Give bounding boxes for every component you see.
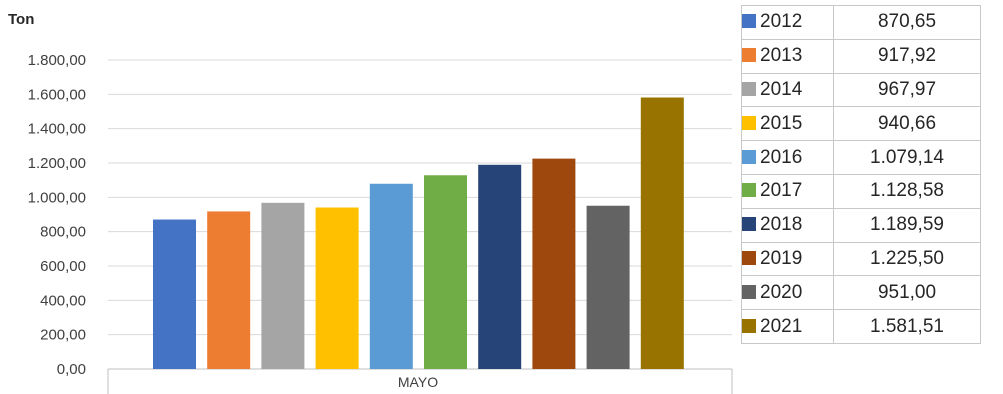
y-tick-label: 1.000,00 <box>28 189 86 206</box>
legend-value-cell: 1.581,51 <box>833 309 981 344</box>
legend-year-label: 2013 <box>760 45 803 67</box>
legend-value-cell: 1.189,59 <box>833 207 981 243</box>
bar-2016 <box>369 183 413 369</box>
legend-swatch <box>742 217 756 232</box>
legend-row: 2020 951,00 <box>741 275 981 311</box>
bar-chart: Ton 0,00 200,00 400,00 600,00 800,00 1.000,00… <box>8 11 733 394</box>
bar-2021 <box>640 97 684 369</box>
legend-row: 2017 1.128,58 <box>741 173 981 209</box>
legend-value-cell: 951,00 <box>833 275 981 311</box>
legend-row: 2012 870,65 <box>741 5 981 40</box>
legend-year-label: 2019 <box>760 247 803 269</box>
legend-swatch <box>742 115 756 130</box>
legend-swatch <box>742 48 756 63</box>
gridlines <box>108 59 732 370</box>
legend-value-cell: 967,97 <box>833 72 981 108</box>
legend-year-cell: 2014 <box>741 72 834 108</box>
y-tick-label: 0,00 <box>57 361 86 378</box>
legend-year-label: 2017 <box>760 180 803 202</box>
legend-value-cell: 870,65 <box>833 5 981 40</box>
legend-value-cell: 1.079,14 <box>833 140 981 175</box>
y-tick-label: 600,00 <box>40 258 86 275</box>
legend-data-table: 2012 870,65 2013 917,92 2014 967,97 2015 940,66… <box>741 5 981 344</box>
legend-year-label: 2020 <box>760 281 803 303</box>
legend-year-cell: 2016 <box>741 140 834 175</box>
legend-year-label: 2018 <box>760 214 803 236</box>
legend-value-cell: 1.128,58 <box>833 173 981 209</box>
bar-2015 <box>315 207 359 369</box>
legend-year-cell: 2021 <box>741 309 834 344</box>
y-tick-label: 1.400,00 <box>28 121 86 138</box>
legend-row: 2014 967,97 <box>741 72 981 108</box>
legend-value-cell: 917,92 <box>833 38 981 74</box>
y-tick-label: 800,00 <box>40 224 86 241</box>
bar-2020 <box>586 205 630 369</box>
legend-swatch <box>742 149 756 164</box>
legend-year-cell: 2015 <box>741 106 834 142</box>
legend-swatch <box>742 318 756 333</box>
legend-swatch <box>742 81 756 96</box>
legend-year-cell: 2012 <box>741 5 834 40</box>
bar-2013 <box>207 211 251 369</box>
legend-swatch <box>742 183 756 198</box>
legend-year-cell: 2017 <box>741 173 834 209</box>
legend-row: 2018 1.189,59 <box>741 207 981 243</box>
x-axis: MAYO <box>107 369 733 394</box>
legend-value-cell: 940,66 <box>833 106 981 142</box>
unit-label: Ton <box>8 11 34 28</box>
legend-row: 2016 1.079,14 <box>741 140 981 175</box>
bar-2018 <box>478 164 522 369</box>
legend-year-cell: 2019 <box>741 241 834 277</box>
legend-year-label: 2016 <box>760 146 803 168</box>
bar-2017 <box>424 175 467 369</box>
bars <box>153 97 684 369</box>
legend-year-label: 2015 <box>760 112 803 134</box>
legend-year-cell: 2013 <box>741 38 834 74</box>
legend-value-cell: 1.225,50 <box>833 241 981 277</box>
bar-2012 <box>153 219 196 369</box>
y-axis-labels: 0,00 200,00 400,00 600,00 800,00 1.000,00 1.20… <box>28 52 86 378</box>
legend-row: 2019 1.225,50 <box>741 241 981 277</box>
y-tick-label: 400,00 <box>40 292 86 309</box>
legend-year-label: 2021 <box>760 315 803 337</box>
y-tick-label: 200,00 <box>40 327 86 344</box>
x-category-label: MAYO <box>398 374 438 390</box>
y-tick-label: 1.800,00 <box>28 52 86 69</box>
legend-row: 2021 1.581,51 <box>741 309 981 344</box>
legend-year-label: 2014 <box>760 78 803 100</box>
legend-row: 2015 940,66 <box>741 106 981 142</box>
legend-swatch <box>742 284 756 299</box>
legend-row: 2013 917,92 <box>741 38 981 74</box>
bar-2019 <box>532 158 576 369</box>
legend-year-cell: 2018 <box>741 207 834 243</box>
legend-swatch <box>742 14 756 29</box>
legend-swatch <box>742 250 756 265</box>
y-tick-label: 1.600,00 <box>28 86 86 103</box>
y-tick-label: 1.200,00 <box>28 155 86 172</box>
legend-year-label: 2012 <box>760 11 803 33</box>
bar-2014 <box>261 202 305 369</box>
legend-year-cell: 2020 <box>741 275 834 311</box>
